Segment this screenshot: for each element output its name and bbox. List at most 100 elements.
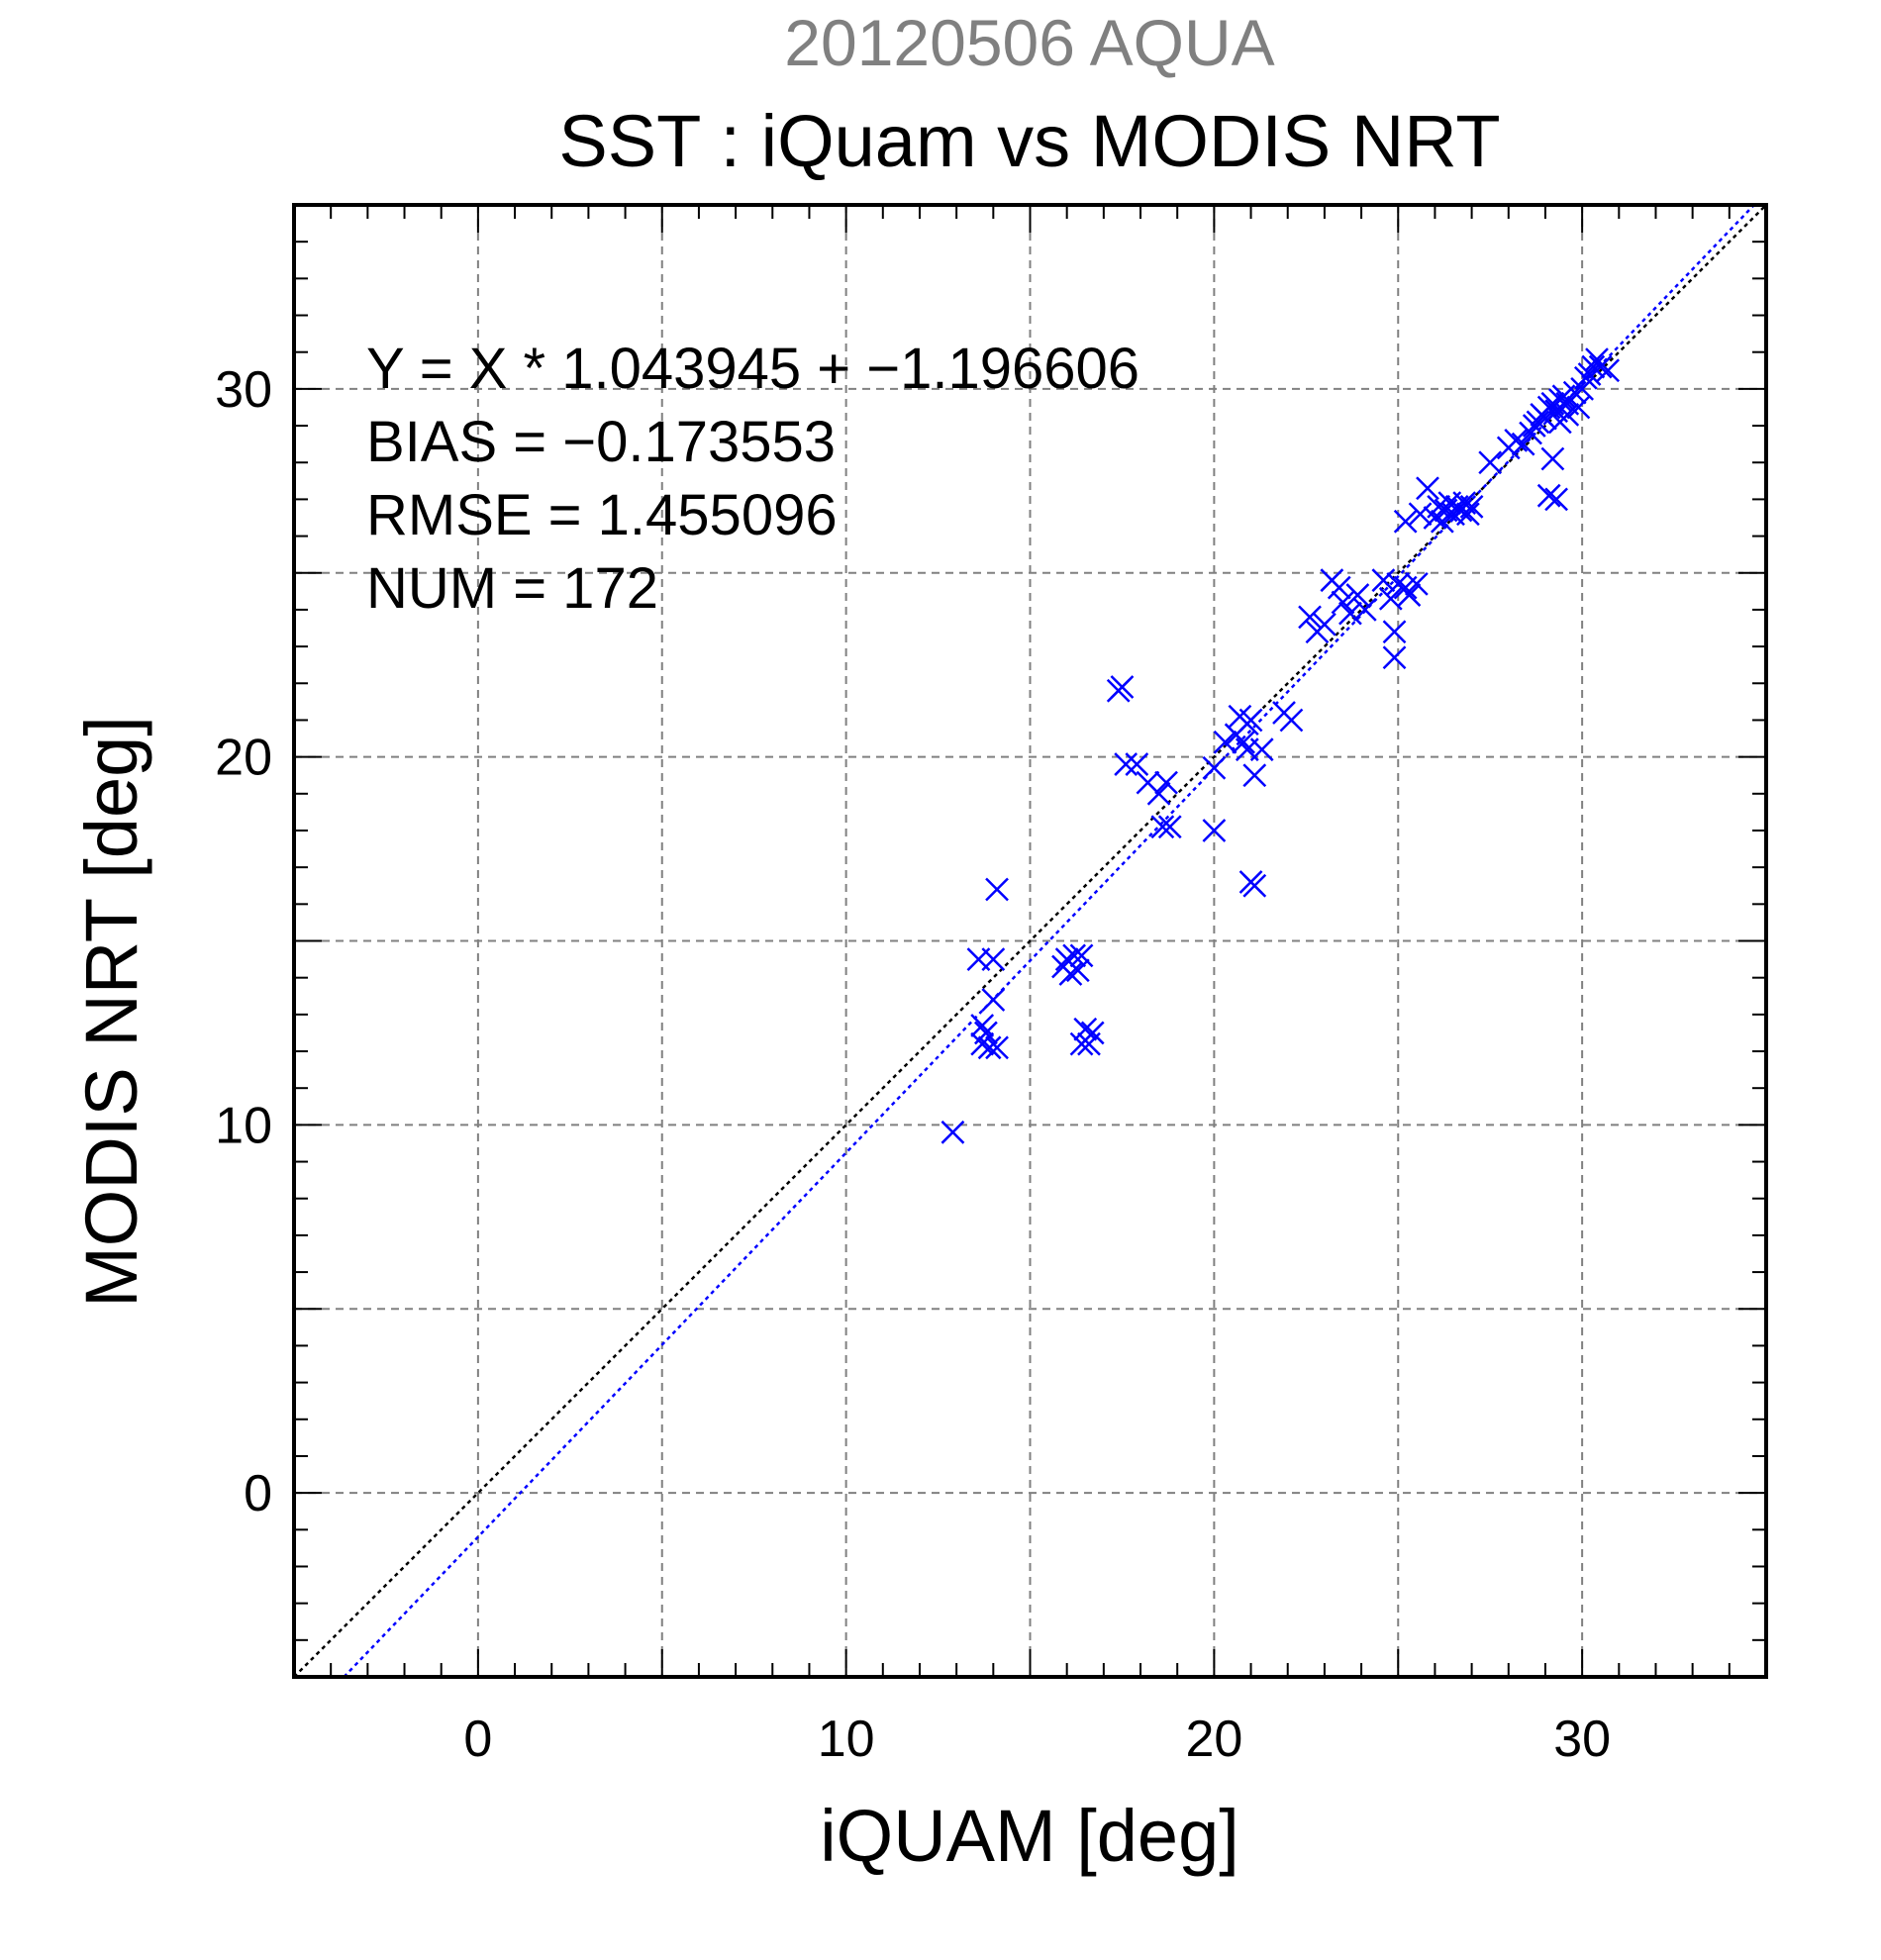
data-point-stroke (1331, 590, 1355, 615)
data-point (1202, 819, 1227, 842)
data-point (1504, 429, 1529, 452)
data-point-stroke (1058, 962, 1083, 986)
data-point (970, 1014, 995, 1037)
data-point (1555, 403, 1580, 427)
data-point (1062, 943, 1086, 968)
data-point (1397, 583, 1422, 607)
data-point-stroke (1298, 605, 1322, 630)
data-point (1298, 605, 1322, 630)
data-point (1058, 962, 1083, 986)
data-point-stroke (1065, 958, 1090, 983)
data-point-stroke (985, 1035, 1009, 1060)
data-point (1404, 572, 1429, 596)
data-point (1408, 502, 1433, 527)
data-point-stroke (1536, 483, 1561, 508)
data-point (1459, 494, 1484, 519)
data-point (1511, 432, 1535, 456)
data-point-stroke (981, 988, 1006, 1012)
data-point-stroke (1459, 494, 1484, 519)
data-point-stroke (1404, 572, 1429, 596)
data-point-stroke (1416, 476, 1439, 501)
data-point-stroke (970, 1014, 995, 1037)
data-point (1313, 612, 1336, 637)
data-point-stroke (1054, 947, 1079, 971)
data-point (981, 947, 1006, 971)
data-point-stroke (1069, 943, 1094, 968)
data-point-stroke (1202, 755, 1227, 780)
num-value: NUM = 172 (366, 556, 658, 621)
data-point-stroke (1154, 770, 1178, 795)
data-point-stroke (1511, 432, 1535, 456)
data-point-stroke (1238, 708, 1263, 733)
data-point (1382, 620, 1407, 644)
data-point (1378, 586, 1403, 611)
data-point-stroke (1566, 395, 1591, 420)
x-axis-label: iQUAM [deg] (820, 1795, 1239, 1877)
data-point-stroke (1562, 380, 1587, 405)
data-point-stroke (1345, 583, 1370, 607)
data-point-stroke (985, 877, 1009, 902)
data-point (1213, 730, 1238, 754)
data-point-stroke (1382, 620, 1407, 644)
data-point-stroke (1080, 1021, 1105, 1045)
data-point-stroke (1150, 815, 1175, 839)
data-point-stroke (1202, 819, 1227, 842)
data-point-stroke (1062, 943, 1086, 968)
y-axis-label: MODIS NRT [deg] (70, 716, 152, 1308)
rmse-value: RMSE = 1.455096 (366, 483, 838, 547)
data-point-stroke (970, 1031, 995, 1056)
data-point-stroke (1242, 763, 1267, 788)
data-point (1157, 815, 1182, 839)
identity-line (293, 204, 1767, 1678)
data-point-stroke (1452, 491, 1477, 516)
data-point (1331, 590, 1355, 615)
stats-annotations: Y = X * 1.043945 + −1.196606 BIAS = −0.1… (366, 337, 1139, 621)
data-point-stroke (1110, 675, 1135, 699)
data-point-stroke (1279, 708, 1304, 733)
data-point (1382, 645, 1407, 670)
data-point-stroke (940, 1120, 965, 1144)
data-point-stroke (1146, 781, 1171, 806)
data-point (1232, 730, 1255, 754)
data-point (985, 1035, 1009, 1060)
data-point-stroke (1585, 347, 1609, 372)
data-point-stroke (1371, 568, 1396, 593)
x-tick-label: 0 (463, 1711, 492, 1768)
data-point-stroke (1352, 598, 1377, 622)
data-point (1114, 752, 1138, 776)
data-point (1238, 708, 1263, 733)
data-point (977, 1035, 1002, 1060)
data-point-stroke (1581, 354, 1606, 379)
data-point (1526, 410, 1550, 435)
fit-equation: Y = X * 1.043945 + −1.196606 (366, 337, 1139, 401)
data-point (1416, 476, 1439, 501)
data-point-stroke (1073, 1017, 1098, 1041)
data-point (1073, 1017, 1098, 1041)
data-point-stroke (1157, 815, 1182, 839)
x-tick-label: 20 (1185, 1711, 1242, 1768)
data-point (1588, 354, 1613, 379)
x-tick-label: 10 (818, 1711, 875, 1768)
data-point-stroke (1242, 873, 1267, 898)
fit-line (343, 204, 1755, 1678)
data-point (1478, 450, 1503, 475)
data-point-stroke (1378, 586, 1403, 611)
data-point-stroke (1338, 601, 1362, 626)
data-point (1352, 598, 1377, 622)
data-point-stroke (1386, 572, 1411, 596)
data-point-stroke (1408, 502, 1433, 527)
data-point (1242, 763, 1267, 788)
data-point (1150, 815, 1175, 839)
data-point (1585, 347, 1609, 372)
data-point (1279, 708, 1304, 733)
data-point (1581, 354, 1606, 379)
data-point-stroke (1313, 612, 1336, 637)
data-point (1338, 601, 1362, 626)
data-point (1540, 446, 1565, 471)
data-point (1544, 487, 1568, 512)
data-point (1536, 483, 1561, 508)
data-point-stroke (1125, 752, 1149, 776)
data-point (1242, 873, 1267, 898)
data-point (1566, 395, 1591, 420)
